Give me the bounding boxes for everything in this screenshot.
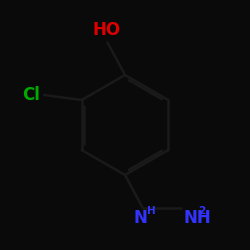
Text: Cl: Cl — [22, 86, 40, 104]
Text: 2: 2 — [198, 206, 205, 216]
Text: N: N — [133, 209, 147, 227]
Text: NH: NH — [184, 209, 212, 227]
Text: H: H — [147, 206, 156, 216]
Text: HO: HO — [92, 21, 120, 39]
